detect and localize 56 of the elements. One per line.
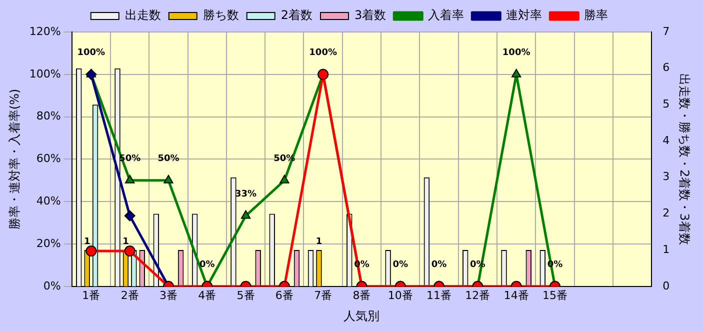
data-label: 100%: [502, 48, 530, 58]
x-tick-label: 5番: [236, 288, 255, 302]
point: [280, 174, 290, 184]
data-label: 1: [84, 236, 90, 247]
data-label: 0%: [392, 260, 408, 270]
point: [164, 174, 174, 184]
y2-tick-label: 4: [662, 134, 670, 147]
x-tick-label: 11番: [426, 288, 452, 302]
point: [240, 210, 251, 219]
x-axis-title: 人気別: [344, 308, 380, 323]
y-tick-label: 60%: [36, 152, 61, 166]
legend-label: 3着数: [354, 8, 386, 22]
x-tick-label: 12番: [465, 288, 490, 302]
y2-tick-label: 1: [662, 242, 670, 256]
x-tick-label: 14番: [504, 288, 529, 302]
y2-tick-label: 3: [662, 170, 670, 184]
y-tick-label: 20%: [36, 236, 61, 250]
legend-label: 勝ち数: [202, 8, 239, 22]
data-label: 1: [122, 236, 129, 247]
legend-label: 入着率: [428, 8, 464, 22]
y2-tick-label: 2: [662, 206, 670, 220]
y2-tick-label: 7: [662, 24, 670, 38]
data-label: 1: [316, 236, 322, 247]
x-tick-label: 2番: [120, 288, 139, 302]
data-label: 33%: [235, 190, 257, 200]
data-label: 0%: [199, 260, 215, 270]
point: [511, 68, 522, 78]
legend-label: 連対率: [506, 8, 542, 22]
y2-tick-label: 6: [662, 61, 670, 74]
y-tick-label: 80%: [36, 110, 61, 123]
y-tick-label: 40%: [36, 194, 61, 208]
x-tick-label: 6番: [275, 288, 294, 302]
point: [318, 68, 329, 80]
legend-label: 2着数: [280, 8, 313, 22]
x-tick-label: 1番: [82, 288, 100, 302]
y2-axis-title: 出走数・勝ち数・2着数・3着数: [678, 74, 692, 245]
y2-tick-label: 0: [662, 279, 670, 292]
y-axis-title: 勝率・連対率・入着率(%): [7, 88, 22, 230]
y-tick-label: 100%: [29, 67, 61, 80]
data-label: 100%: [309, 48, 337, 58]
x-tick-label: 7番: [314, 288, 332, 302]
data-label: 100%: [77, 48, 106, 58]
x-tick-label: 4番: [198, 288, 216, 302]
x-tick-label: 15番: [542, 288, 568, 302]
x-tick-label: 8番: [352, 288, 371, 302]
point: [124, 174, 135, 184]
y2-tick-label: 5: [662, 98, 670, 111]
x-tick-label: 3番: [159, 288, 178, 302]
y-tick-label: 120%: [29, 24, 61, 38]
data-label: 50%: [158, 154, 180, 164]
x-tick-label: 10番: [388, 288, 413, 302]
legend-label: 出走数: [124, 8, 161, 22]
y-tick-label: 0%: [43, 279, 61, 292]
data-label: 0%: [431, 260, 447, 270]
legend-label: 勝率: [584, 8, 608, 22]
point: [86, 68, 97, 80]
